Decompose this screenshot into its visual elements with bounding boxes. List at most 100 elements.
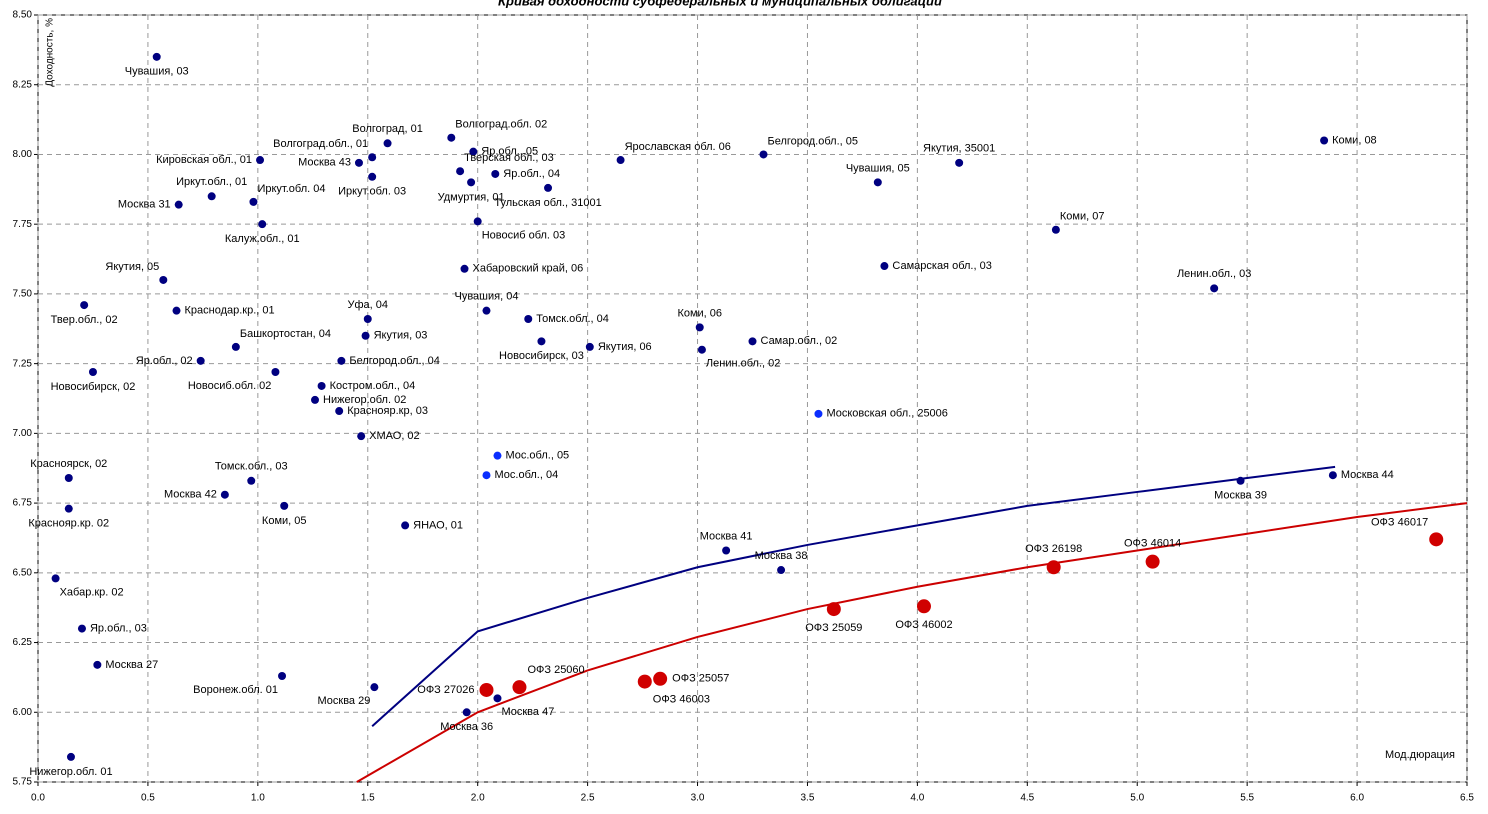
point-label: Москва 36 [440, 721, 493, 733]
point [873, 178, 882, 187]
point-label: Краснодар.кр., 01 [185, 305, 275, 317]
y-tick-label: 5.75 [13, 777, 33, 788]
point [544, 183, 553, 192]
point-label: Якутия, 03 [374, 330, 428, 342]
point-label: Белгород.обл., 04 [349, 355, 440, 367]
point [880, 262, 889, 271]
point [493, 451, 502, 460]
point [247, 476, 256, 485]
x-tick-label: 1.0 [251, 793, 265, 804]
y-tick-label: 7.75 [13, 219, 33, 230]
point [258, 220, 267, 229]
x-tick-label: 2.5 [581, 793, 595, 804]
point-label: Башкортостан, 04 [240, 328, 331, 340]
point-label: Иркут.обл. 04 [257, 183, 325, 195]
point [748, 337, 757, 346]
point [278, 672, 287, 681]
point-label: Москва 42 [164, 489, 217, 501]
point-label: ОФЗ 25057 [672, 673, 729, 685]
point [1046, 560, 1061, 575]
point [77, 624, 86, 633]
point [493, 694, 502, 703]
point [637, 674, 652, 689]
point [1236, 476, 1245, 485]
point [66, 752, 75, 761]
x-tick-label: 5.5 [1240, 793, 1254, 804]
x-tick-label: 4.5 [1020, 793, 1034, 804]
point [695, 323, 704, 332]
point-label: Твер.обл., 02 [51, 314, 118, 326]
point-label: Москва 38 [755, 550, 808, 562]
point-label: ОФЗ 27026 [417, 684, 474, 696]
point [512, 680, 527, 695]
x-tick-label: 0.0 [31, 793, 45, 804]
curve [356, 502, 1468, 783]
point [220, 490, 229, 499]
point-label: Яр.обл., 02 [136, 355, 193, 367]
point-label: Краснояр.кр. 02 [28, 518, 109, 530]
point-label: Коми, 06 [677, 307, 722, 319]
point [80, 301, 89, 310]
x-tick-label: 5.0 [1130, 793, 1144, 804]
point [51, 574, 60, 583]
point-label: Москва 47 [501, 706, 554, 718]
point [64, 504, 73, 513]
point-label: Новосиб обл. 03 [482, 229, 566, 241]
point-label: Коми, 05 [262, 515, 307, 527]
point-label: Коми, 08 [1332, 134, 1377, 146]
point-label: Новосибирск, 02 [51, 381, 136, 393]
point-label: Москва 27 [105, 659, 158, 671]
point-label: ОФЗ 26198 [1025, 543, 1082, 555]
point-label: Мос.обл., 04 [494, 469, 558, 481]
point [697, 345, 706, 354]
point-label: Яр.обл., 03 [90, 623, 147, 635]
point-label: Москва 29 [318, 695, 371, 707]
point-label: Чувашия, 03 [125, 66, 189, 78]
point [826, 602, 841, 617]
point-label: Самарская обл., 03 [892, 260, 991, 272]
point-label: ОФЗ 46014 [1124, 538, 1181, 550]
y-tick-label: 8.25 [13, 79, 33, 90]
point [1320, 136, 1329, 145]
point [1328, 471, 1337, 480]
point-label: Новосибирск, 03 [499, 350, 584, 362]
point-label: Нижегор.обл. 01 [29, 766, 112, 778]
point [1210, 284, 1219, 293]
point-label: Чувашия, 04 [455, 291, 519, 303]
point-label: Хабар.кр. 02 [60, 586, 124, 598]
point-label: Воронеж.обл. 01 [193, 684, 278, 696]
point [467, 178, 476, 187]
x-tick-label: 3.5 [801, 793, 815, 804]
point-label: Удмуртия, 01 [438, 191, 505, 203]
x-tick-label: 2.0 [471, 793, 485, 804]
point-label: Белгород.обл., 05 [767, 135, 858, 147]
point [916, 599, 931, 614]
point [1051, 225, 1060, 234]
point-label: Ленин.обл., 03 [1177, 268, 1251, 280]
point-label: Москва 44 [1341, 469, 1394, 481]
point-label: Якутия, 05 [105, 261, 159, 273]
point [311, 395, 320, 404]
x-tick-label: 6.5 [1460, 793, 1474, 804]
point [1145, 554, 1160, 569]
point [256, 156, 265, 165]
point-label: Волгоград.обл. 02 [455, 119, 547, 131]
point-label: Уфа, 04 [348, 299, 389, 311]
point [152, 52, 161, 61]
point [462, 708, 471, 717]
point [368, 172, 377, 181]
point [383, 139, 392, 148]
point [370, 683, 379, 692]
point [280, 501, 289, 510]
point-label: Новосиб.обл. 02 [188, 380, 272, 392]
point [1429, 532, 1444, 547]
y-tick-label: 8.50 [13, 10, 33, 21]
point [93, 660, 102, 669]
point-label: Волгоград, 01 [352, 123, 423, 135]
point-label: ЯНАО, 01 [413, 519, 463, 531]
y-tick-label: 6.25 [13, 637, 33, 648]
point-label: Яр.обл., 05 [481, 146, 538, 158]
y-axis-label: Доходность, % [45, 18, 56, 87]
point-label: Хабаровский край, 06 [473, 263, 584, 275]
point-label: Томск.обл., 03 [215, 461, 288, 473]
